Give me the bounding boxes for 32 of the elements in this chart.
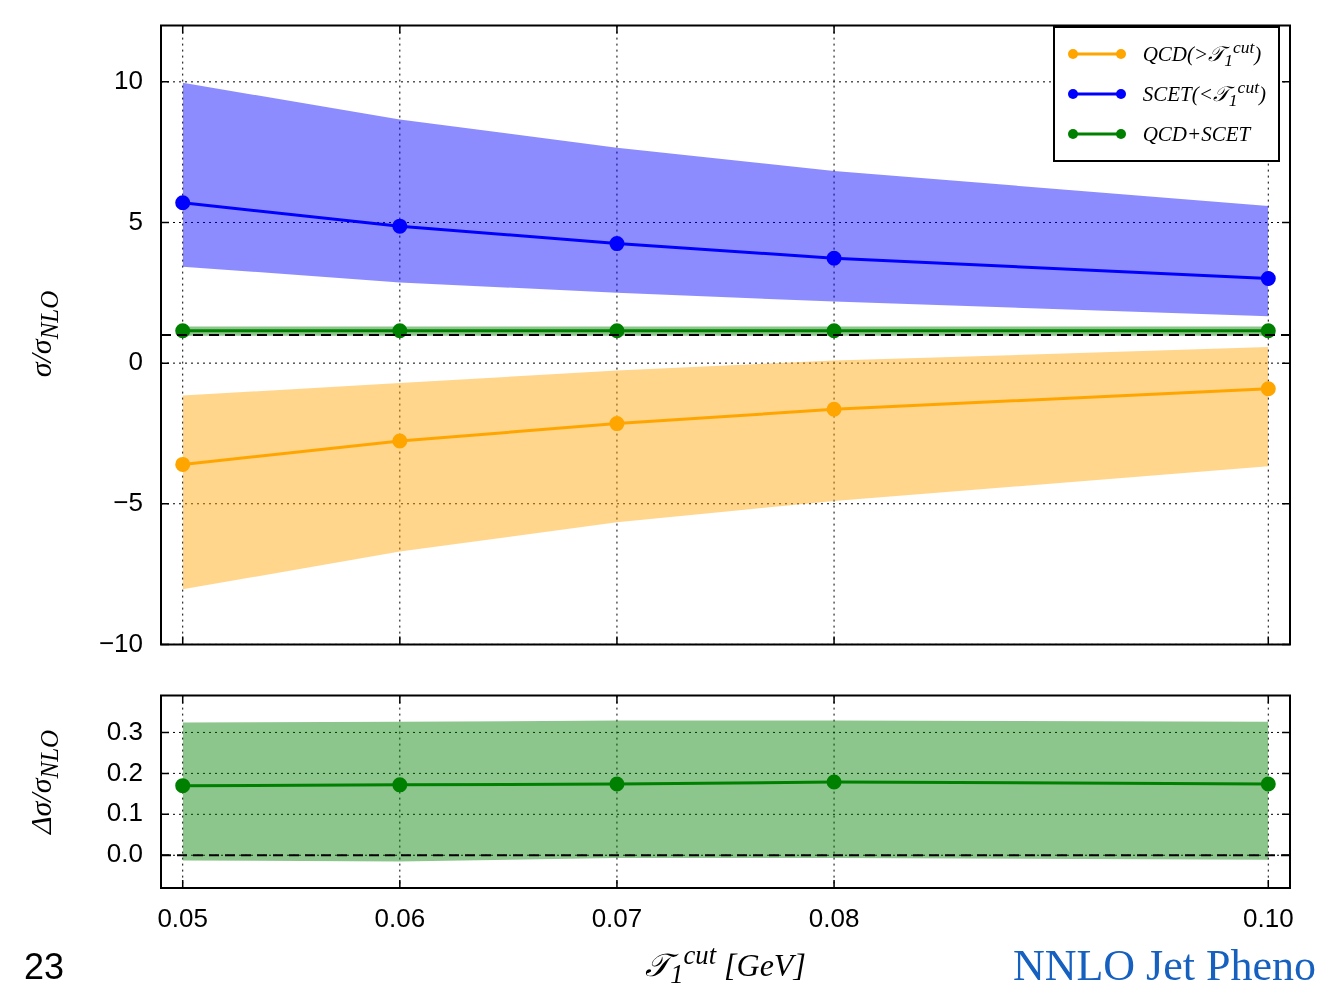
legend-label: QCD(>𝒯$_{1}$$^{cut}$) xyxy=(1142,36,1262,72)
point xyxy=(1260,270,1276,286)
y-tick-label: 0 xyxy=(128,346,143,377)
y-tick-label: 0.1 xyxy=(106,797,143,828)
x-tick-label: 0.07 xyxy=(591,902,643,933)
y-tick-label: 0.2 xyxy=(106,756,143,787)
point xyxy=(175,195,191,211)
y-tick-label: 0.3 xyxy=(106,715,143,746)
x-tick-label: 0.05 xyxy=(157,902,209,933)
legend-label: SCET(<𝒯$_{1}$$^{cut}$) xyxy=(1142,76,1266,112)
x-axis-title: 𝒯$_{1}$$^{cut}$ [GeV] xyxy=(645,940,806,986)
point xyxy=(392,218,408,234)
point xyxy=(175,456,191,472)
legend-label: QCD+SCET xyxy=(1142,121,1251,147)
point xyxy=(392,433,408,449)
text: NNLO Jet Pheno xyxy=(1012,940,1316,986)
point xyxy=(609,236,625,252)
point xyxy=(392,323,408,339)
point xyxy=(1260,381,1276,397)
y-tick-label: −5 xyxy=(113,486,143,517)
text: 23 xyxy=(24,946,65,986)
point xyxy=(826,401,842,417)
point xyxy=(609,416,625,432)
y-tick-label: −10 xyxy=(98,627,143,658)
y-tick-label: 5 xyxy=(128,205,143,236)
point xyxy=(826,250,842,266)
x-tick-label: 0.06 xyxy=(374,902,426,933)
x-tick-label: 0.08 xyxy=(808,902,860,933)
x-tick-label: 0.10 xyxy=(1242,902,1294,933)
point xyxy=(826,323,842,339)
y-tick-label: 0.0 xyxy=(106,838,143,869)
y-tick-label: 10 xyxy=(114,65,143,96)
